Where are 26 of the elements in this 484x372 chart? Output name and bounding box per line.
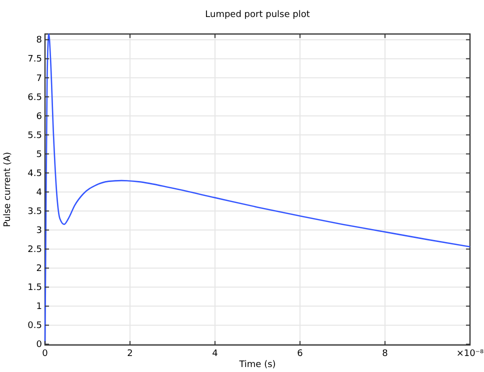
chart-title: Lumped port pulse plot xyxy=(205,10,310,20)
y-tick-label: 4.5 xyxy=(28,168,42,179)
y-axis-title: Pulse current (A) xyxy=(3,152,13,228)
y-tick-label: 3 xyxy=(36,226,42,236)
y-tick-label: 5 xyxy=(36,150,42,160)
y-tick-label: 7.5 xyxy=(28,54,42,65)
y-tick-label: 2.5 xyxy=(28,245,42,256)
y-tick-label: 3.5 xyxy=(28,207,42,218)
y-tick-label: 0.5 xyxy=(28,321,42,332)
y-tick-label: 6 xyxy=(36,112,42,122)
x-tick-label: ×10⁻⁸ xyxy=(456,349,484,359)
x-tick-label: 8 xyxy=(382,349,388,359)
y-tick-label: 1.5 xyxy=(28,283,42,294)
y-tick-label: 2 xyxy=(36,264,42,274)
x-tick-label: 4 xyxy=(212,349,218,359)
x-tick-label: 2 xyxy=(127,349,133,359)
y-tick-label: 5.5 xyxy=(28,130,42,141)
y-tick-label: 4 xyxy=(36,188,42,198)
y-tick-label: 0 xyxy=(36,340,42,350)
x-tick-label: 6 xyxy=(297,349,304,359)
y-tick-label: 8 xyxy=(36,36,42,46)
line-series xyxy=(44,33,471,345)
y-tick-label: 6.5 xyxy=(28,92,42,103)
y-tick-label: 1 xyxy=(36,302,42,312)
x-axis-title: Time (s) xyxy=(238,360,276,370)
y-tick-label: 7 xyxy=(36,74,42,84)
